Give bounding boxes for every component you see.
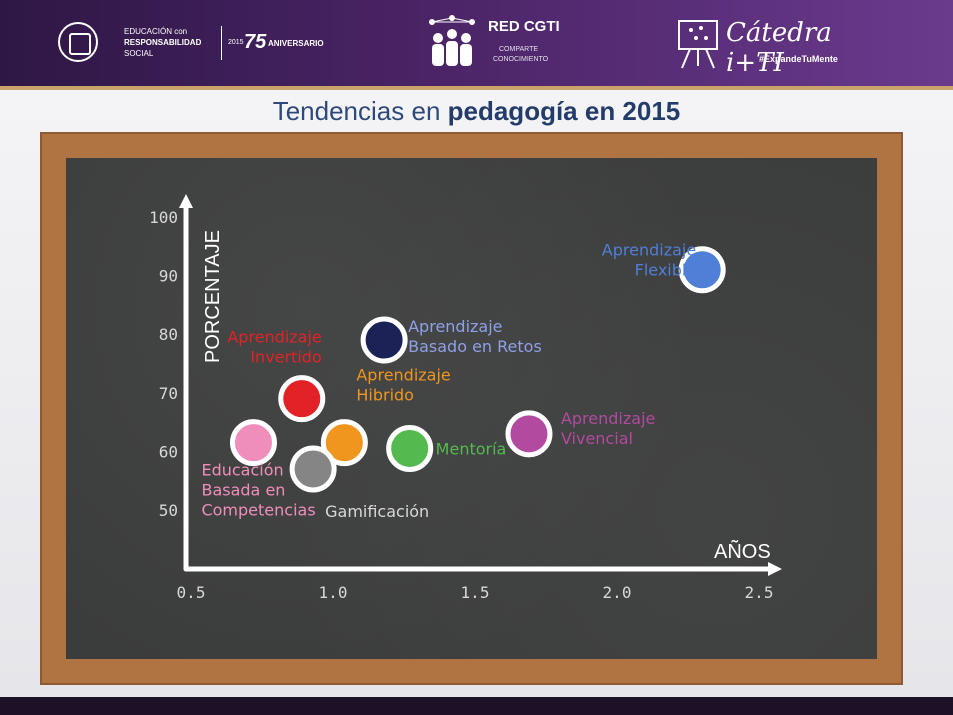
network-people-icon	[429, 15, 475, 66]
data-point: Gamificación	[289, 445, 429, 521]
data-point-marker	[505, 410, 553, 458]
anniversary-number: 75	[244, 31, 267, 53]
data-point: Mentoría	[386, 424, 507, 472]
data-point-label: Vivencial	[561, 429, 633, 448]
catedra-name: Cátedra i+TI	[726, 18, 832, 78]
data-point-label: Aprendizaje	[408, 317, 502, 336]
y-tick-label: 70	[159, 384, 178, 403]
x-axis-arrow	[768, 562, 782, 576]
edu-line-3: SOCIAL	[124, 49, 154, 58]
x-axis-label: AÑOS	[714, 539, 771, 563]
data-point-marker	[678, 246, 726, 294]
red-cgti-sub-2: CONOCIMIENTO	[493, 56, 549, 63]
axes: PORCENTAJE AÑOS	[179, 194, 782, 576]
chalkboard-frame: PORCENTAJE AÑOS 0.5 1.0 1.5 2.0 2.5 100 90 80 70 6…	[40, 132, 903, 685]
edu-line-1: EDUCACIÓN con	[124, 27, 188, 36]
university-logo: EDUCACIÓN con RESPONSABILIDAD SOCIAL 201…	[58, 22, 328, 66]
data-point-label: Invertido	[250, 348, 321, 367]
data-point-marker	[320, 419, 368, 467]
red-cgti-sub-1: COMPARTE	[499, 46, 539, 53]
easel-icon	[678, 20, 718, 69]
y-tick-label: 50	[159, 501, 178, 520]
y-tick-label: 90	[159, 267, 178, 286]
data-point-label: Hibrido	[356, 386, 414, 405]
data-point-marker	[386, 424, 434, 472]
x-tick-label: 1.5	[461, 583, 490, 602]
red-cgti-title: RED CGTI	[488, 18, 560, 35]
x-tick-label: 1.0	[319, 583, 348, 602]
header-divider	[0, 86, 953, 90]
data-point-label: Flexible	[635, 261, 697, 280]
anniversary-label: ANIVERSARIO	[268, 39, 324, 48]
title-normal: Tendencias en	[272, 96, 448, 126]
x-tick-label: 2.0	[603, 583, 632, 602]
footer-bar	[0, 697, 953, 715]
y-tick-label: 100	[149, 208, 178, 227]
x-tick-label: 0.5	[177, 583, 206, 602]
scatter-chart: PORCENTAJE AÑOS 0.5 1.0 1.5 2.0 2.5 100 90 80 70 6…	[149, 194, 782, 602]
header-bar	[0, 0, 953, 86]
y-tick-label: 60	[159, 442, 178, 461]
data-point-label: Aprendizaje	[227, 328, 321, 347]
anniversary-year: 2015	[228, 39, 244, 46]
data-point-marker	[289, 445, 337, 493]
catedra-logo: Cátedra i+TI #ExpandeTuMente	[676, 14, 886, 78]
y-tick-label: 80	[159, 325, 178, 344]
data-point-label: Basado en Retos	[408, 337, 542, 356]
data-point-marker	[229, 419, 277, 467]
catedra-hashtag: #ExpandeTuMente	[759, 54, 838, 64]
data-point-marker	[360, 316, 408, 364]
data-point-label: Aprendizaje	[356, 366, 450, 385]
x-tick-label: 2.5	[745, 583, 774, 602]
data-point-label: Educación	[201, 461, 283, 480]
y-axis-arrow	[179, 194, 193, 208]
chalkboard: PORCENTAJE AÑOS 0.5 1.0 1.5 2.0 2.5 100 90 80 70 6…	[66, 158, 877, 659]
y-axis-label: PORCENTAJE	[202, 230, 224, 363]
tick-labels: 0.5 1.0 1.5 2.0 2.5 100 90 80 70 60 50	[149, 208, 773, 602]
logo-separator	[221, 26, 222, 60]
edu-line-2: RESPONSABILIDAD	[124, 38, 202, 47]
data-point-label: Aprendizaje	[561, 409, 655, 428]
title-bold: pedagogía en 2015	[447, 96, 681, 126]
data-point-marker	[278, 375, 326, 423]
data-point-label: Competencias	[201, 501, 315, 520]
data-point-label: Basada en	[201, 481, 285, 500]
page-title: Tendencias en pedagogía en 2015	[0, 96, 953, 127]
university-seal-icon	[58, 22, 98, 62]
data-point-label: Gamificación	[325, 502, 429, 521]
data-point-label: Mentoría	[436, 439, 507, 458]
red-cgti-logo: RED CGTI COMPARTE CONOCIMIENTO	[424, 14, 574, 74]
data-point-label: Aprendizaje	[602, 241, 696, 260]
